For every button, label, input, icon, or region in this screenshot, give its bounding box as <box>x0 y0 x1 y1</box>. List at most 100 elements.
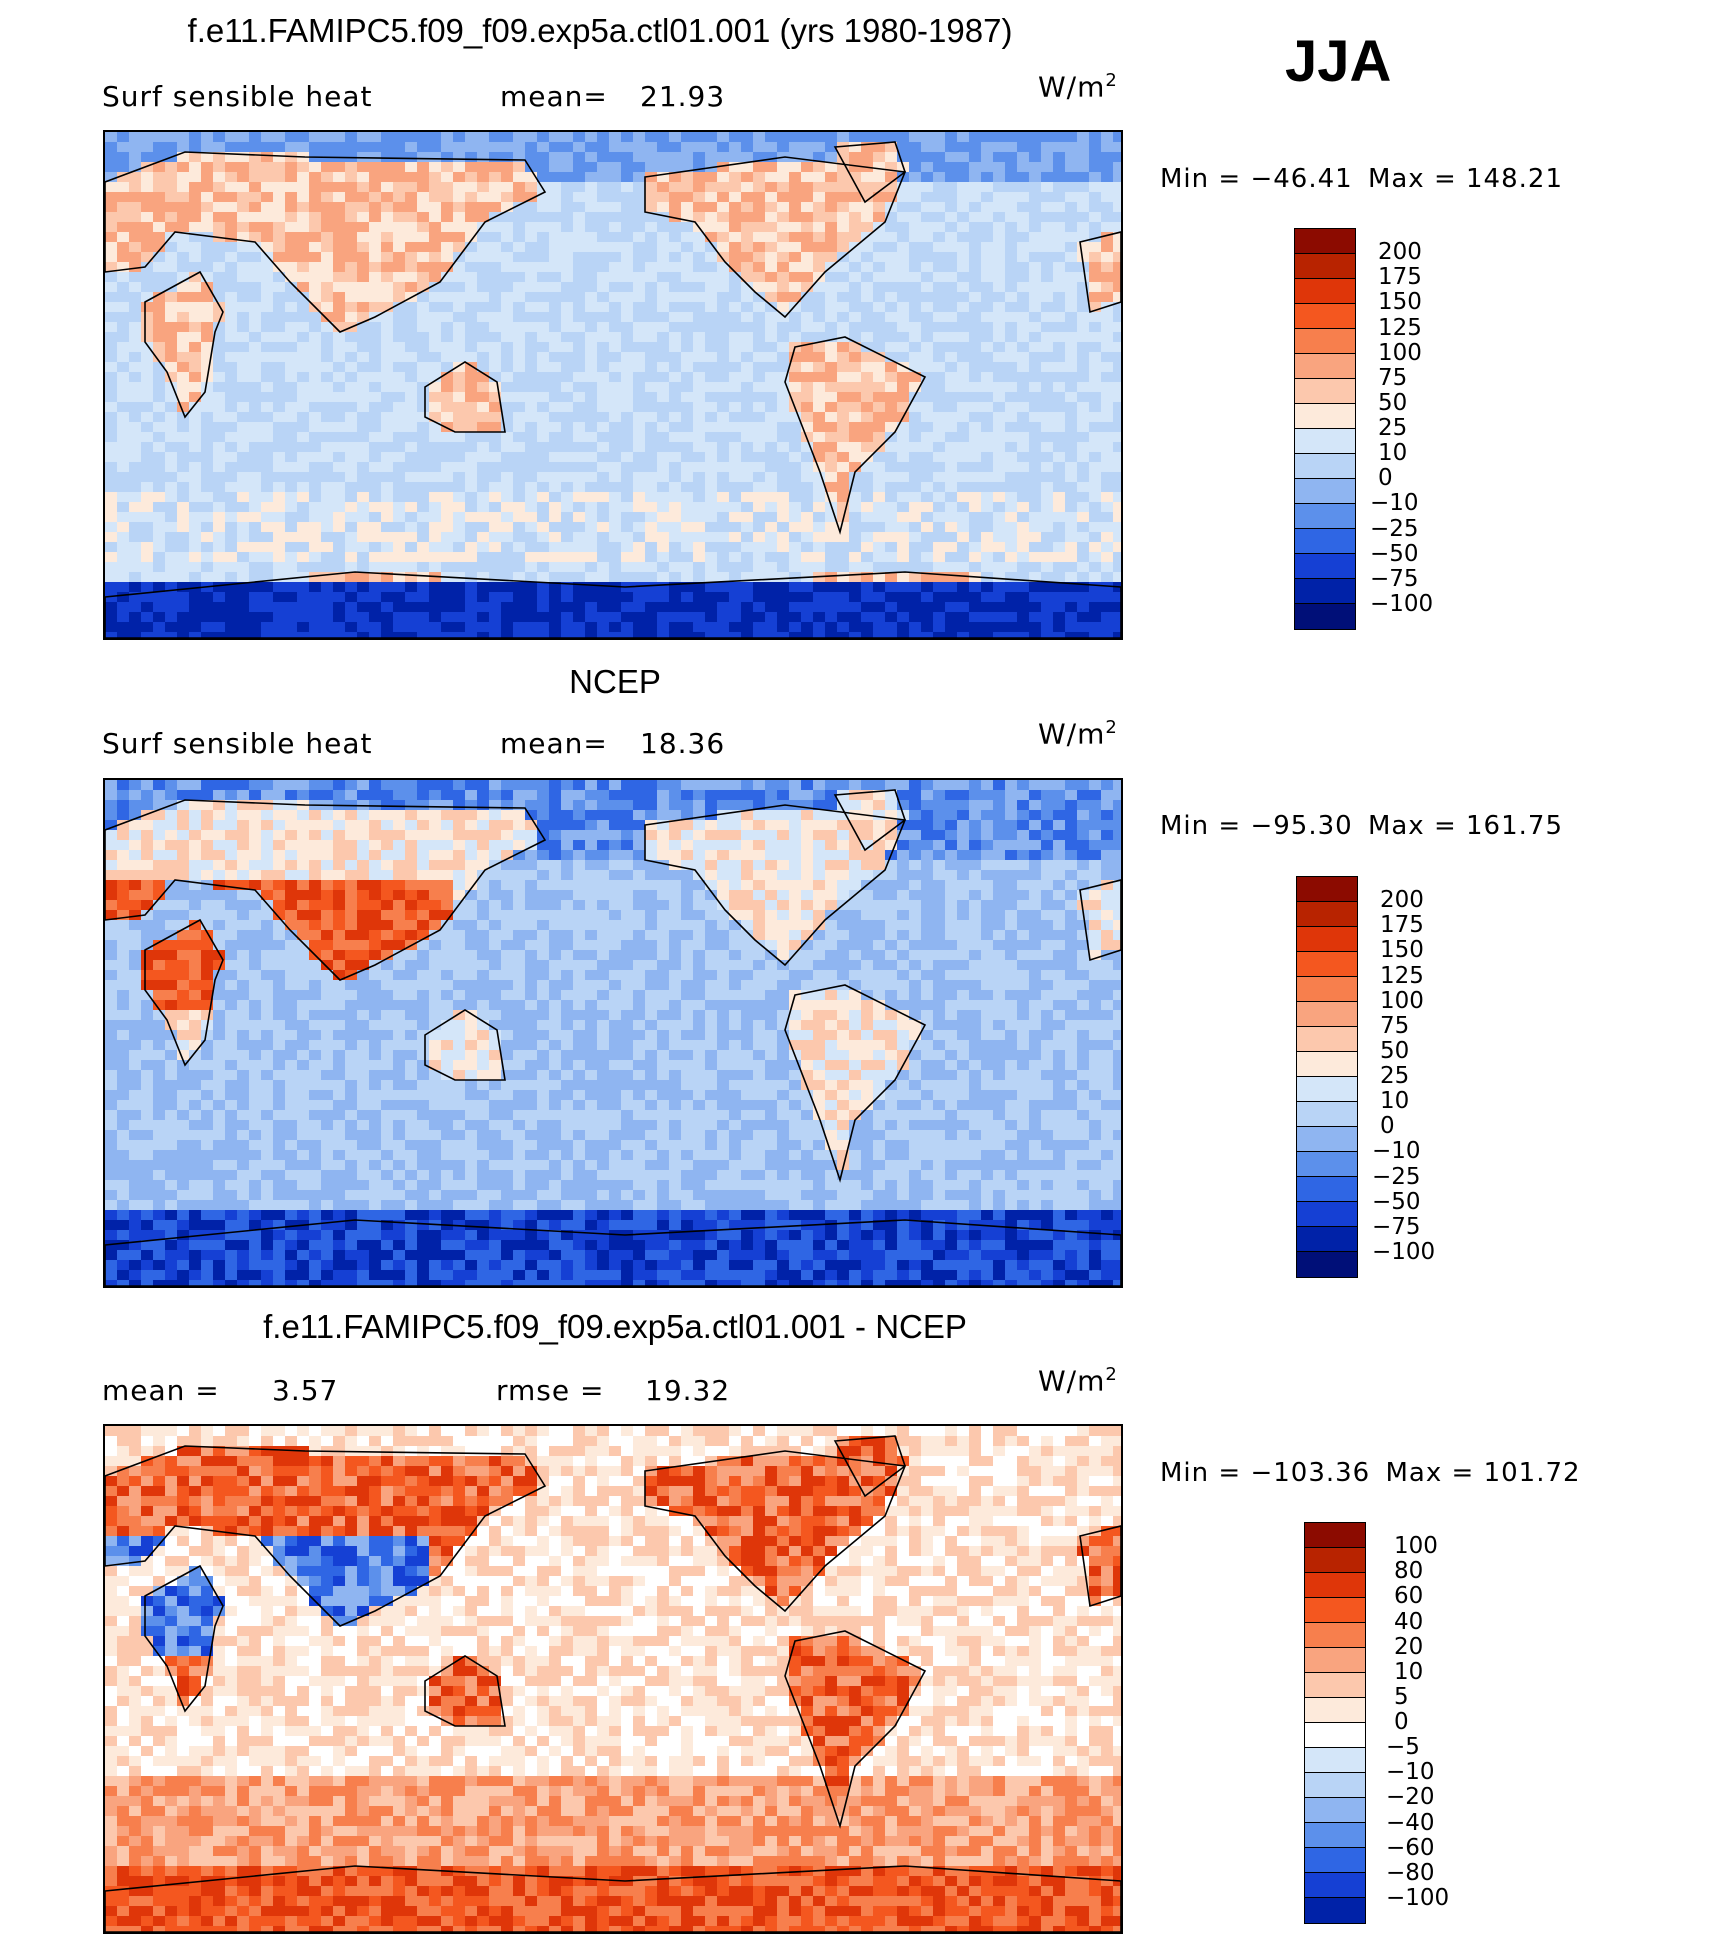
map-cell <box>477 612 490 623</box>
map-cell <box>837 412 850 423</box>
map-cell <box>681 212 694 223</box>
map-cell <box>705 632 718 638</box>
map-cell <box>1089 242 1102 253</box>
map-cell <box>213 412 226 423</box>
map-cell <box>693 562 706 573</box>
map-cell <box>177 482 190 493</box>
map-cell <box>765 502 778 513</box>
map-cell <box>1077 272 1090 283</box>
map-cell <box>237 482 250 493</box>
map-cell <box>381 142 394 153</box>
map-cell <box>693 312 706 323</box>
map-cell <box>1053 462 1066 473</box>
map-cell <box>933 142 946 153</box>
map-cell <box>1089 582 1102 593</box>
map-cell <box>873 232 886 243</box>
map-cell <box>609 262 622 273</box>
map-cell <box>465 512 478 523</box>
map-cell <box>885 562 898 573</box>
map-cell <box>417 342 430 353</box>
map-cell <box>981 800 994 811</box>
map-cell <box>201 242 214 253</box>
map-cell <box>1089 562 1102 573</box>
map-cell <box>501 382 514 393</box>
map-cell <box>873 192 886 203</box>
map-cell <box>1113 152 1121 163</box>
map-cell <box>549 472 562 483</box>
map-cell <box>537 612 550 623</box>
map-cell <box>417 422 430 433</box>
map-cell <box>405 582 418 593</box>
map-cell <box>477 212 490 223</box>
map-cell <box>717 292 730 303</box>
map-cell <box>177 132 190 143</box>
map-cell <box>141 212 154 223</box>
map-cell <box>657 780 670 791</box>
map-cell <box>477 512 490 523</box>
colorbar-cell <box>1295 379 1355 404</box>
map-cell <box>993 432 1006 443</box>
map-cell <box>369 810 382 821</box>
map-cell <box>705 392 718 403</box>
map-cell <box>165 132 178 143</box>
map-cell <box>933 602 946 613</box>
map-cell <box>909 232 922 243</box>
map-cell <box>357 382 370 393</box>
map-cell <box>537 502 550 513</box>
map-cell <box>405 622 418 633</box>
map-cell <box>117 512 130 523</box>
map-cell <box>153 432 166 443</box>
map-cell <box>297 132 310 143</box>
map-cell <box>717 312 730 323</box>
map-cell <box>1065 572 1078 583</box>
map-cell <box>105 282 118 293</box>
colorbar-cell <box>1295 554 1355 579</box>
map-cell <box>213 132 226 143</box>
map-cell <box>921 562 934 573</box>
map-cell <box>933 472 946 483</box>
map-cell <box>309 382 322 393</box>
map-cell <box>597 302 610 313</box>
map-cell <box>1041 632 1054 638</box>
map-cell <box>129 602 142 613</box>
map-cell <box>633 232 646 243</box>
map-cell <box>117 850 130 861</box>
map-cell <box>693 262 706 273</box>
map-cell <box>369 790 382 801</box>
map-cell <box>105 442 118 453</box>
map-cell <box>213 332 226 343</box>
map-cell <box>909 830 922 841</box>
map-cell <box>105 810 118 821</box>
map-cell <box>681 362 694 373</box>
map-cell <box>1041 182 1054 193</box>
map-cell <box>141 532 154 543</box>
map-cell <box>1005 362 1018 373</box>
map-cell <box>285 332 298 343</box>
map-cell <box>177 532 190 543</box>
map-cell <box>165 362 178 373</box>
map-cell <box>681 492 694 503</box>
map-cell <box>537 572 550 583</box>
map-cell <box>909 512 922 523</box>
map-cell <box>1029 252 1042 263</box>
map-cell <box>489 272 502 283</box>
map-cell <box>249 482 262 493</box>
map-cell <box>873 152 886 163</box>
map-cell <box>633 322 646 333</box>
map-cell <box>1017 332 1030 343</box>
map-cell <box>657 212 670 223</box>
map-cell <box>489 242 502 253</box>
map-cell <box>537 322 550 333</box>
map-cell <box>525 272 538 283</box>
map-cell <box>225 800 238 811</box>
map-cell <box>993 442 1006 453</box>
map-cell <box>741 222 754 233</box>
map-cell <box>573 132 586 143</box>
map-cell <box>1005 622 1018 633</box>
map-cell <box>645 412 658 423</box>
map-cell <box>453 302 466 313</box>
map-cell <box>753 780 766 791</box>
map-cell <box>813 602 826 613</box>
map-cell <box>741 522 754 533</box>
map-cell <box>333 512 346 523</box>
